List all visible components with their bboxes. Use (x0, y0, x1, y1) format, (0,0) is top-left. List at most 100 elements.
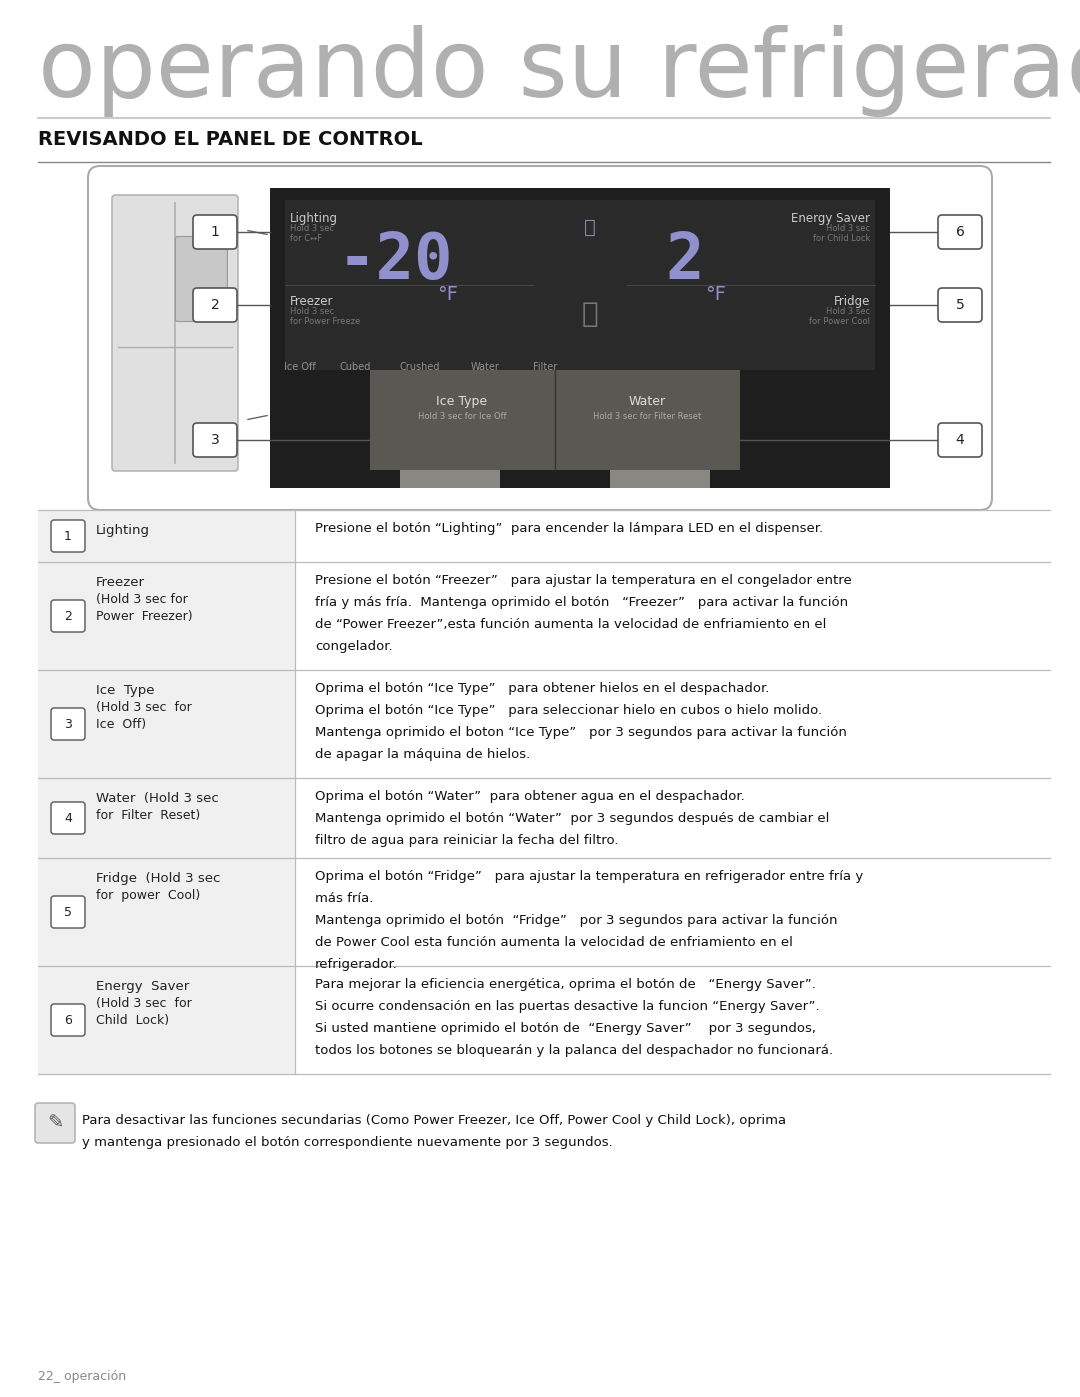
Text: Crushed: Crushed (400, 362, 441, 372)
Text: -20: -20 (337, 231, 453, 292)
FancyBboxPatch shape (270, 189, 890, 488)
Text: 2: 2 (211, 298, 219, 312)
Text: 4: 4 (956, 433, 964, 447)
Text: Fridge: Fridge (834, 295, 870, 307)
Text: fría y más fría.  Mantenga oprimido el botón   “Freezer”   para activar la funci: fría y más fría. Mantenga oprimido el bo… (315, 597, 848, 609)
Text: for  power  Cool): for power Cool) (96, 888, 200, 902)
Text: Hold 3 sec: Hold 3 sec (826, 307, 870, 316)
FancyBboxPatch shape (38, 562, 295, 671)
Text: Para desactivar las funciones secundarias (Como Power Freezer, Ice Off, Power Co: Para desactivar las funciones secundaria… (82, 1113, 786, 1127)
FancyBboxPatch shape (939, 215, 982, 249)
FancyBboxPatch shape (87, 166, 993, 510)
FancyBboxPatch shape (38, 671, 295, 778)
FancyBboxPatch shape (51, 599, 85, 631)
Text: congelador.: congelador. (315, 640, 393, 652)
Text: 2: 2 (64, 609, 72, 623)
Text: Water  (Hold 3 sec: Water (Hold 3 sec (96, 792, 219, 805)
FancyBboxPatch shape (193, 423, 237, 457)
FancyBboxPatch shape (112, 196, 238, 471)
Text: Hold 3 sec: Hold 3 sec (826, 224, 870, 233)
Text: 3: 3 (211, 433, 219, 447)
FancyBboxPatch shape (38, 778, 295, 858)
Text: Filter: Filter (532, 362, 557, 372)
FancyBboxPatch shape (939, 288, 982, 321)
Text: Oprima el botón “Fridge”   para ajustar la temperatura en refrigerador entre frí: Oprima el botón “Fridge” para ajustar la… (315, 870, 863, 883)
Text: REVISANDO EL PANEL DE CONTROL: REVISANDO EL PANEL DE CONTROL (38, 130, 422, 149)
Text: °F: °F (705, 285, 726, 305)
FancyBboxPatch shape (51, 708, 85, 740)
Text: Si ocurre condensación en las puertas desactive la funcion “Energy Saver”.: Si ocurre condensación en las puertas de… (315, 1000, 820, 1013)
Text: todos los botones se bloquearán y la palanca del despachador no funcionará.: todos los botones se bloquearán y la pal… (315, 1044, 833, 1058)
Text: 22_ operación: 22_ operación (38, 1370, 126, 1383)
Text: Power  Freezer): Power Freezer) (96, 610, 192, 623)
Text: Oprima el botón “Ice Type”   para obtener hielos en el despachador.: Oprima el botón “Ice Type” para obtener … (315, 682, 769, 694)
Text: más fría.: más fría. (315, 893, 374, 905)
Text: for Power Cool: for Power Cool (809, 317, 870, 326)
FancyBboxPatch shape (193, 288, 237, 321)
Text: operando su refrigerador side-by-side: operando su refrigerador side-by-side (38, 25, 1080, 117)
Text: 6: 6 (956, 225, 964, 239)
Text: Water: Water (471, 362, 499, 372)
Text: 1: 1 (211, 225, 219, 239)
FancyBboxPatch shape (38, 965, 295, 1074)
Text: Energy  Saver: Energy Saver (96, 981, 189, 993)
FancyBboxPatch shape (51, 1004, 85, 1037)
Text: for Power Freeze: for Power Freeze (291, 317, 361, 326)
Text: Energy Saver: Energy Saver (791, 212, 870, 225)
FancyBboxPatch shape (38, 858, 295, 965)
Text: 5: 5 (956, 298, 964, 312)
Text: Ice Type: Ice Type (436, 395, 487, 408)
FancyBboxPatch shape (51, 802, 85, 834)
Text: de Power Cool esta función aumenta la velocidad de enfriamiento en el: de Power Cool esta función aumenta la ve… (315, 936, 793, 949)
Text: filtro de agua para reiniciar la fecha del filtro.: filtro de agua para reiniciar la fecha d… (315, 834, 619, 847)
Text: y mantenga presionado el botón correspondiente nuevamente por 3 segundos.: y mantenga presionado el botón correspon… (82, 1136, 612, 1148)
FancyBboxPatch shape (193, 215, 237, 249)
FancyBboxPatch shape (939, 423, 982, 457)
Text: Child  Lock): Child Lock) (96, 1014, 170, 1027)
Text: 1: 1 (64, 529, 72, 542)
Text: Oprima el botón “Ice Type”   para seleccionar hielo en cubos o hielo molido.: Oprima el botón “Ice Type” para seleccio… (315, 704, 822, 717)
Text: 5: 5 (64, 905, 72, 918)
Text: de “Power Freezer”,esta función aumenta la velocidad de enfriamiento en el: de “Power Freezer”,esta función aumenta … (315, 617, 826, 631)
Text: Oprima el botón “Water”  para obtener agua en el despachador.: Oprima el botón “Water” para obtener agu… (315, 789, 745, 803)
Text: Hold 3 sec: Hold 3 sec (291, 307, 334, 316)
Text: for Child Lock: for Child Lock (812, 235, 870, 243)
Text: for C↔F: for C↔F (291, 235, 322, 243)
Text: Water: Water (629, 395, 665, 408)
FancyBboxPatch shape (51, 520, 85, 552)
Text: Para mejorar la eficiencia energética, oprima el botón de   “Energy Saver”.: Para mejorar la eficiencia energética, o… (315, 978, 815, 990)
Text: Mantenga oprimido el botón “Water”  por 3 segundos después de cambiar el: Mantenga oprimido el botón “Water” por 3… (315, 812, 829, 826)
Text: for  Filter  Reset): for Filter Reset) (96, 809, 200, 821)
Text: Ice  Off): Ice Off) (96, 718, 146, 731)
FancyBboxPatch shape (285, 200, 875, 370)
FancyBboxPatch shape (35, 1104, 75, 1143)
Text: de apagar la máquina de hielos.: de apagar la máquina de hielos. (315, 747, 530, 761)
Text: refrigerador.: refrigerador. (315, 958, 397, 971)
Text: Ice Off: Ice Off (284, 362, 315, 372)
FancyBboxPatch shape (38, 510, 295, 562)
Text: (Hold 3 sec  for: (Hold 3 sec for (96, 701, 192, 714)
Text: Freezer: Freezer (291, 295, 334, 307)
Text: 6: 6 (64, 1013, 72, 1027)
Text: Hold 3 sec for Ice Off: Hold 3 sec for Ice Off (418, 412, 507, 420)
Text: Cubed: Cubed (339, 362, 370, 372)
Text: (Hold 3 sec for: (Hold 3 sec for (96, 592, 188, 606)
Text: Lighting: Lighting (96, 524, 150, 536)
Text: (Hold 3 sec  for: (Hold 3 sec for (96, 997, 192, 1010)
Text: ⛼: ⛼ (582, 300, 598, 328)
FancyBboxPatch shape (610, 469, 710, 488)
FancyBboxPatch shape (400, 469, 500, 488)
Text: Mantenga oprimido el boton “Ice Type”   por 3 segundos para activar la función: Mantenga oprimido el boton “Ice Type” po… (315, 726, 847, 739)
FancyBboxPatch shape (370, 370, 740, 469)
Text: ✎: ✎ (46, 1113, 64, 1133)
Text: 4: 4 (64, 812, 72, 824)
Text: Si usted mantiene oprimido el botón de  “Energy Saver”    por 3 segundos,: Si usted mantiene oprimido el botón de “… (315, 1023, 816, 1035)
Text: Fridge  (Hold 3 sec: Fridge (Hold 3 sec (96, 872, 220, 886)
Text: Hold 3 sec for Filter Reset: Hold 3 sec for Filter Reset (593, 412, 701, 420)
Text: Mantenga oprimido el botón  “Fridge”   por 3 segundos para activar la función: Mantenga oprimido el botón “Fridge” por … (315, 914, 837, 928)
Text: ⚿: ⚿ (584, 218, 596, 237)
FancyBboxPatch shape (51, 895, 85, 928)
Text: Lighting: Lighting (291, 212, 338, 225)
Text: Ice  Type: Ice Type (96, 685, 154, 697)
FancyBboxPatch shape (175, 236, 228, 321)
